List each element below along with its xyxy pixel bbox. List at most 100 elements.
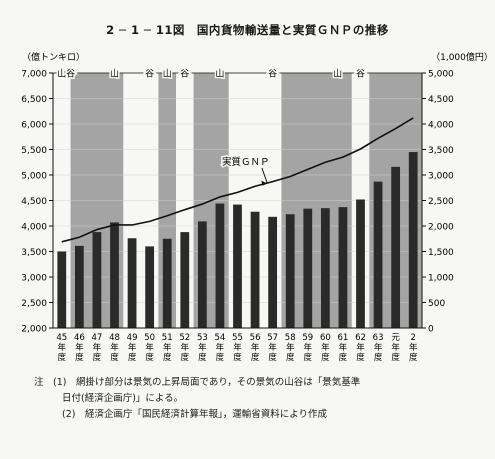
x-tick-label-part: 48 (109, 333, 120, 343)
x-tick-label-part: 度 (216, 352, 225, 363)
y-tick-label-right: 1,000 (428, 274, 454, 284)
x-tick-label-part: 63 (373, 333, 384, 343)
x-tick-label-part: 51 (162, 333, 173, 343)
x-tick-label-part: 度 (198, 352, 207, 363)
x-tick-label-8: 53 年度 (197, 333, 208, 363)
y-tick-label-left: 7,000 (21, 70, 47, 80)
x-tick-label-part: 49 (127, 333, 138, 343)
x-tick-label-2: 47 年度 (92, 333, 103, 363)
cycle-label-3: 谷 (145, 69, 154, 80)
y-tick-label-left: 3,000 (21, 274, 47, 284)
y-tick-label-right: 2,000 (428, 223, 454, 233)
y-tick-label-left: 2,000 (21, 325, 47, 335)
x-tick-label-part: 年 (216, 342, 225, 353)
gnp-annotation-arrowhead (261, 180, 268, 186)
x-tick-label-part: 度 (339, 352, 348, 363)
bar-7 (180, 232, 190, 328)
y-tick-label-left: 4,500 (21, 197, 47, 207)
bar-20 (408, 152, 418, 328)
y-tick-label-left: 6,500 (21, 95, 47, 105)
x-tick-label-17: 62 年度 (355, 333, 366, 363)
x-tick-label-part: 年 (268, 342, 277, 353)
x-tick-label-part: 57 (267, 333, 278, 343)
bar-8 (197, 221, 207, 328)
x-tick-label-part: 62 (355, 333, 366, 343)
bar-3 (110, 222, 119, 328)
x-tick-label-part: 度 (75, 352, 84, 363)
bar-14 (303, 208, 313, 328)
annotations: 実質ＧＮＰ (221, 155, 271, 186)
x-tick-label-part: 年 (128, 342, 137, 353)
x-tick-label-part: 年 (339, 342, 348, 353)
x-tick-label-part: 54 (215, 333, 226, 343)
y-tick-label-right: 0 (428, 325, 434, 335)
x-tick-label-11: 56 年度 (250, 333, 261, 363)
gnp-line-series (61, 117, 414, 243)
x-tick-label-part: 60 (320, 333, 331, 343)
bar-16 (338, 207, 348, 328)
cycle-label-7: 谷 (268, 69, 277, 80)
bar-12 (268, 216, 278, 328)
x-tick-label-part: 53 (197, 333, 208, 343)
y-tick-label-right: 4,500 (428, 95, 454, 105)
x-tick-label-part: 56 (250, 333, 261, 343)
chart-title: 2 ─ 1 ─ 11図 国内貨物輸送量と実質ＧＮＰの推移 (106, 23, 389, 37)
y-tick-label-right: 5,000 (428, 70, 454, 80)
x-tick-label-part: 年 (163, 342, 172, 353)
y-axis-label-left: （億トンキロ） (22, 51, 85, 63)
note-1: 注 (1) 網掛け部分は景気の上昇局面であり，その景気の山谷は「景気基準 (34, 377, 361, 388)
x-tick-label-1: 46 年度 (74, 333, 85, 363)
chart-plot: （億トンキロ） （1,000億円） 2,000 2,500 3,000 3,500 4,… (21, 51, 493, 364)
x-tick-label-15: 60 年度 (320, 333, 331, 363)
x-tick-label-part: 年 (110, 342, 119, 353)
cycle-label-5: 谷 (180, 69, 189, 80)
x-tick-label-part: 年 (321, 342, 330, 353)
x-tick-label-10: 55 年度 (232, 333, 243, 363)
cycle-labels: 山谷山谷山谷山谷山谷 (56, 67, 367, 81)
y-tick-label-left: 6,000 (21, 121, 47, 131)
y-tick-label-right: 1,500 (428, 248, 454, 258)
x-tick-label-part: 度 (391, 352, 400, 363)
x-tick-label-part: 年 (198, 342, 207, 353)
x-tick-label-part: 55 (232, 333, 243, 343)
x-tick-label-3: 48 年度 (109, 333, 120, 363)
x-tick-label-part: 度 (356, 352, 365, 363)
note-2: (2) 経済企画庁「国民経済計算年報」，運輸省資料により作成 (62, 409, 328, 420)
x-tick-label-4: 49 年度 (127, 333, 138, 363)
bar-10 (233, 204, 242, 328)
bar-9 (215, 203, 225, 328)
x-tick-label-part: 年 (251, 342, 260, 353)
axes: 2,000 2,500 3,000 3,500 4,000 4,500 5,000 5,500… (21, 70, 454, 364)
cycle-label-8: 山 (333, 69, 342, 80)
cycle-label-4: 山 (163, 69, 172, 80)
bar-15 (320, 208, 330, 328)
bar-2 (92, 232, 102, 328)
cycle-label-6: 山 (215, 69, 224, 80)
x-tick-label-part: 45 (56, 333, 67, 343)
bar-series (57, 152, 418, 328)
x-tick-label-13: 58 年度 (285, 333, 296, 363)
bar-13 (285, 214, 295, 328)
y-tick-label-left: 2,500 (21, 299, 47, 309)
bar-19 (391, 166, 401, 328)
bar-5 (145, 246, 155, 328)
x-tick-label-part: 58 (285, 333, 296, 343)
x-tick-label-7: 52 年度 (179, 333, 190, 363)
y-tick-label-left: 4,000 (21, 223, 47, 233)
bar-0 (57, 251, 67, 328)
x-tick-label-part: 年 (391, 342, 400, 353)
x-tick-label-part: 度 (233, 352, 242, 363)
bar-6 (162, 238, 172, 328)
x-tick-label-part: 度 (145, 352, 154, 363)
x-tick-label-20: 2 年度 (409, 333, 418, 363)
x-tick-label-part: 年 (374, 342, 383, 353)
x-tick-label-part: 52 (179, 333, 190, 343)
x-tick-label-part: 年 (304, 342, 313, 353)
y-tick-label-right: 3,000 (428, 172, 454, 182)
y-tick-label-left: 5,000 (21, 172, 47, 182)
x-tick-label-part: 61 (338, 333, 349, 343)
cycle-label-2: 山 (110, 69, 119, 80)
x-tick-label-part: 度 (286, 352, 295, 363)
x-tick-label-part: 年 (233, 342, 242, 353)
x-tick-label-part: 度 (58, 352, 67, 363)
